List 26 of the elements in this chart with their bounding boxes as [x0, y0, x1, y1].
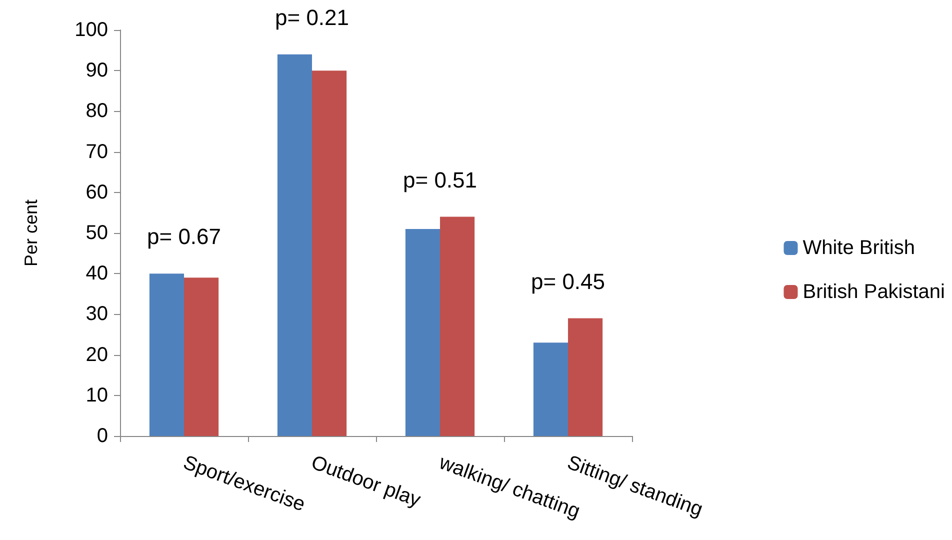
- y-tick-label: 20: [86, 344, 108, 366]
- bar: [312, 70, 347, 436]
- annotation: p= 0.51: [402, 167, 478, 192]
- y-tick-label: 0: [96, 425, 108, 447]
- y-tick-label: 10: [86, 384, 108, 406]
- y-tick-label: 90: [86, 60, 108, 82]
- bar: [568, 318, 603, 436]
- bar: [277, 54, 312, 436]
- legend-label: British Pakistani: [802, 281, 946, 303]
- y-tick-label: 80: [86, 100, 108, 122]
- bar: [405, 228, 440, 436]
- bar: [184, 278, 219, 436]
- annotation: p= 0.67: [146, 224, 222, 250]
- annotation: p= 0.21: [274, 4, 350, 30]
- y-tick-label: 70: [86, 140, 108, 163]
- y-axis-title: Per cent: [21, 199, 41, 267]
- y-tick-label: 30: [86, 303, 108, 326]
- bar: [440, 216, 475, 436]
- legend-label: White British: [802, 237, 915, 259]
- y-tick-label: 60: [86, 181, 108, 204]
- bar: [149, 274, 184, 436]
- y-tick-label: 100: [74, 19, 108, 41]
- y-tick-label: 40: [86, 262, 108, 285]
- bar: [533, 342, 568, 436]
- y-tick-label: 50: [86, 222, 108, 244]
- annotation: p= 0.45: [530, 268, 606, 294]
